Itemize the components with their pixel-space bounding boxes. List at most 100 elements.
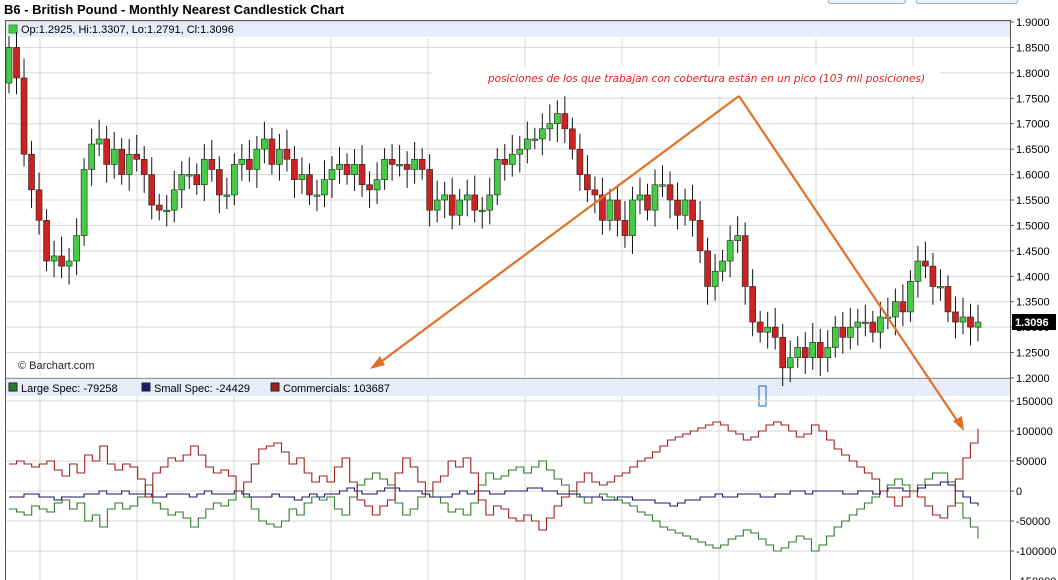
- candle-body[interactable]: [28, 153, 35, 191]
- candle-body[interactable]: [741, 235, 749, 287]
- candle-body[interactable]: [170, 189, 178, 211]
- candle-body[interactable]: [569, 128, 576, 150]
- candle-body[interactable]: [418, 159, 426, 170]
- candle-body[interactable]: [486, 194, 494, 211]
- candle-body[interactable]: [50, 255, 58, 262]
- candle-body[interactable]: [531, 138, 539, 141]
- candle-body[interactable]: [576, 148, 584, 175]
- candle-body[interactable]: [606, 199, 614, 221]
- candle-body[interactable]: [366, 184, 373, 191]
- candle-body[interactable]: [922, 260, 929, 267]
- candle-body[interactable]: [118, 148, 125, 175]
- candle-body[interactable]: [426, 169, 433, 211]
- candle-body[interactable]: [704, 250, 711, 287]
- candle-body[interactable]: [659, 184, 666, 187]
- candle-body[interactable]: [73, 235, 80, 262]
- candle-body[interactable]: [201, 159, 208, 186]
- candle-body[interactable]: [726, 240, 734, 262]
- candle-body[interactable]: [388, 159, 396, 165]
- candle-body[interactable]: [674, 199, 681, 216]
- candle-body[interactable]: [711, 270, 719, 287]
- candle-body[interactable]: [448, 194, 456, 216]
- candle-body[interactable]: [223, 194, 231, 197]
- candle-body[interactable]: [892, 301, 899, 318]
- candle-body[interactable]: [929, 265, 937, 287]
- panel-resize-handle[interactable]: [758, 385, 767, 407]
- candle-body[interactable]: [516, 148, 524, 155]
- candle-body[interactable]: [794, 347, 802, 358]
- candle-body[interactable]: [779, 337, 786, 369]
- candle-body[interactable]: [824, 347, 832, 358]
- candle-body[interactable]: [899, 301, 907, 313]
- candle-body[interactable]: [276, 148, 283, 165]
- candle-body[interactable]: [771, 326, 779, 338]
- candle-body[interactable]: [403, 164, 411, 170]
- candle-body[interactable]: [110, 148, 118, 165]
- candle-body[interactable]: [373, 179, 381, 191]
- toolbar-button-1[interactable]: [828, 0, 906, 4]
- candle-body[interactable]: [238, 159, 246, 165]
- candle-body[interactable]: [58, 255, 65, 267]
- candle-body[interactable]: [584, 174, 591, 191]
- candle-body[interactable]: [501, 159, 509, 165]
- candle-body[interactable]: [614, 199, 621, 221]
- candle-body[interactable]: [140, 159, 148, 175]
- candle-body[interactable]: [629, 199, 636, 236]
- candle-body[interactable]: [283, 148, 291, 160]
- candle-body[interactable]: [43, 220, 50, 262]
- candle-body[interactable]: [651, 184, 659, 211]
- candle-body[interactable]: [253, 148, 261, 170]
- candle-body[interactable]: [959, 316, 967, 323]
- candle-body[interactable]: [967, 316, 974, 328]
- candle-body[interactable]: [456, 199, 463, 216]
- candle-body[interactable]: [103, 138, 110, 165]
- candle-body[interactable]: [524, 138, 531, 150]
- candle-body[interactable]: [35, 189, 43, 221]
- candle-body[interactable]: [88, 143, 95, 170]
- candle-body[interactable]: [974, 321, 982, 328]
- candle-body[interactable]: [163, 209, 171, 212]
- candle-body[interactable]: [133, 153, 140, 160]
- candle-body[interactable]: [493, 159, 501, 196]
- candle-body[interactable]: [216, 169, 223, 196]
- candle-body[interactable]: [125, 153, 133, 175]
- candle-body[interactable]: [336, 164, 343, 170]
- candle-body[interactable]: [862, 321, 869, 324]
- candle-body[interactable]: [944, 286, 952, 313]
- candle-body[interactable]: [268, 138, 276, 165]
- candle-body[interactable]: [351, 164, 358, 175]
- candle-body[interactable]: [396, 164, 403, 167]
- candle-body[interactable]: [854, 321, 862, 328]
- candle-body[interactable]: [734, 235, 741, 241]
- candle-body[interactable]: [463, 194, 471, 201]
- candle-body[interactable]: [764, 326, 771, 333]
- candle-body[interactable]: [208, 159, 216, 170]
- candle-body[interactable]: [261, 138, 268, 150]
- candle-body[interactable]: [411, 159, 418, 170]
- candle-body[interactable]: [321, 179, 328, 196]
- candle-body[interactable]: [877, 316, 884, 333]
- toolbar-button-2[interactable]: [916, 0, 1018, 4]
- candle-body[interactable]: [328, 169, 336, 180]
- candle-body[interactable]: [801, 347, 809, 358]
- candle-body[interactable]: [471, 194, 479, 211]
- candle-body[interactable]: [591, 189, 599, 196]
- candle-body[interactable]: [246, 159, 253, 170]
- candle-body[interactable]: [20, 77, 28, 155]
- candle-body[interactable]: [80, 169, 88, 236]
- candle-body[interactable]: [5, 47, 13, 84]
- candle-body[interactable]: [313, 194, 321, 197]
- candle-body[interactable]: [148, 174, 156, 206]
- candle-body[interactable]: [681, 199, 689, 216]
- candle-body[interactable]: [636, 194, 644, 201]
- candle-body[interactable]: [178, 174, 186, 191]
- candle-body[interactable]: [689, 199, 696, 221]
- candle-body[interactable]: [381, 159, 388, 180]
- candle-body[interactable]: [298, 174, 306, 180]
- candle-body[interactable]: [809, 342, 817, 358]
- candle-body[interactable]: [306, 174, 313, 196]
- candle-body[interactable]: [508, 153, 516, 165]
- candle-body[interactable]: [561, 113, 569, 130]
- candle-body[interactable]: [13, 47, 20, 79]
- candle-body[interactable]: [539, 128, 546, 140]
